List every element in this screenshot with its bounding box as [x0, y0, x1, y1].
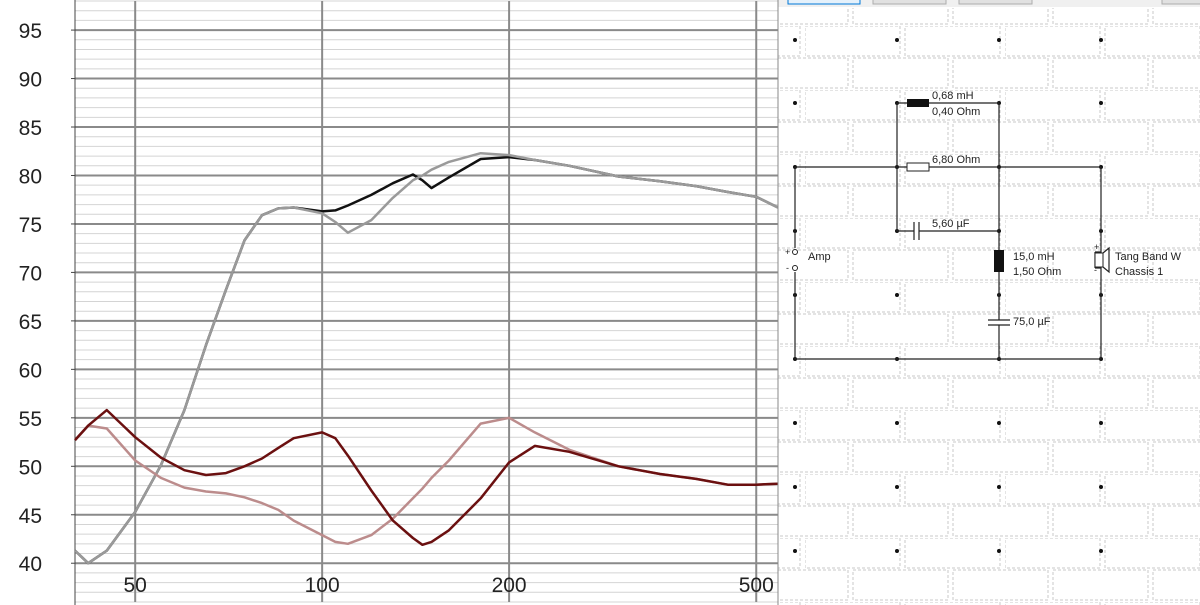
label: 15,0 mH: [1013, 251, 1055, 263]
label: 1,50 Ohm: [1013, 266, 1061, 278]
label: Tang Band W: [1115, 251, 1182, 263]
polarity: +: [785, 247, 790, 257]
plot-area: [75, 0, 778, 605]
dot: [997, 38, 1001, 42]
terminal: [792, 265, 798, 271]
dot: [1099, 101, 1103, 105]
polarity: +: [1094, 242, 1099, 252]
tab-button[interactable]: [958, 0, 1033, 5]
capacitor: [988, 319, 1010, 326]
y-tick-label: 90: [19, 69, 42, 92]
dot: [895, 421, 899, 425]
polarity: -: [786, 263, 789, 273]
y-tick-label: 75: [19, 214, 42, 237]
y-tick-label: 40: [19, 553, 42, 576]
y-tick-label: 85: [19, 117, 42, 140]
x-tick-label: 200: [492, 574, 527, 597]
dot: [793, 549, 797, 553]
y-tick-label: 70: [19, 262, 42, 285]
inductor: [994, 250, 1004, 272]
brick-grid: [778, 8, 1200, 605]
x-tick-label: 500: [739, 574, 774, 597]
y-tick-label: 95: [19, 20, 42, 43]
dot: [793, 485, 797, 489]
series-line: [74, 151, 779, 565]
dot: [1099, 549, 1103, 553]
dot: [997, 485, 1001, 489]
dot: [997, 421, 1001, 425]
label: 0,40 Ohm: [932, 106, 980, 118]
polarity: -: [1094, 265, 1097, 275]
y-tick-label: 65: [19, 311, 42, 334]
dot: [895, 293, 899, 297]
speaker-cone: [1102, 246, 1110, 274]
y-tick-label: 50: [19, 456, 42, 479]
speaker: [1094, 252, 1104, 268]
label: 75,0 µF: [1013, 316, 1051, 328]
label: Amp: [808, 251, 831, 263]
label: 5,60 µF: [932, 218, 970, 230]
terminal: [792, 249, 798, 255]
label: Chassis 1: [1115, 266, 1163, 278]
dot: [793, 101, 797, 105]
label: 0,68 mH: [932, 90, 974, 102]
circuit: 0,68 mH 0,40 Ohm 6,80 Ohm 5,60 µF 15,0 m…: [785, 90, 1182, 360]
dot: [895, 38, 899, 42]
tab-button[interactable]: [787, 0, 861, 5]
y-tick-label: 60: [19, 359, 42, 382]
dot: [793, 38, 797, 42]
series-line: [74, 408, 779, 547]
circuit-panel: 0,68 mH 0,40 Ohm 6,80 Ohm 5,60 µF 15,0 m…: [777, 0, 1200, 605]
dot: [895, 485, 899, 489]
dot: [1099, 485, 1103, 489]
y-tick-label: 55: [19, 408, 42, 431]
wire: [794, 166, 1102, 360]
tab-button[interactable]: [872, 0, 947, 5]
label: 6,80 Ohm: [932, 154, 980, 166]
tab-button[interactable]: [1161, 0, 1200, 5]
capacitor: [913, 222, 920, 240]
resistor: [906, 162, 930, 172]
chart: 40 45 50 55 60 65 70 75 80 85 90 95 50 100 200 500: [19, 0, 779, 605]
x-tick-label: 100: [305, 574, 340, 597]
x-tick-label: 50: [124, 574, 147, 597]
dot: [1099, 38, 1103, 42]
dot: [1099, 421, 1103, 425]
dot: [895, 549, 899, 553]
y-tick-label: 80: [19, 165, 42, 188]
wire: [896, 102, 1000, 359]
dot: [793, 421, 797, 425]
y-tick-label: 45: [19, 505, 42, 528]
dot: [997, 549, 1001, 553]
inductor: [907, 99, 929, 107]
